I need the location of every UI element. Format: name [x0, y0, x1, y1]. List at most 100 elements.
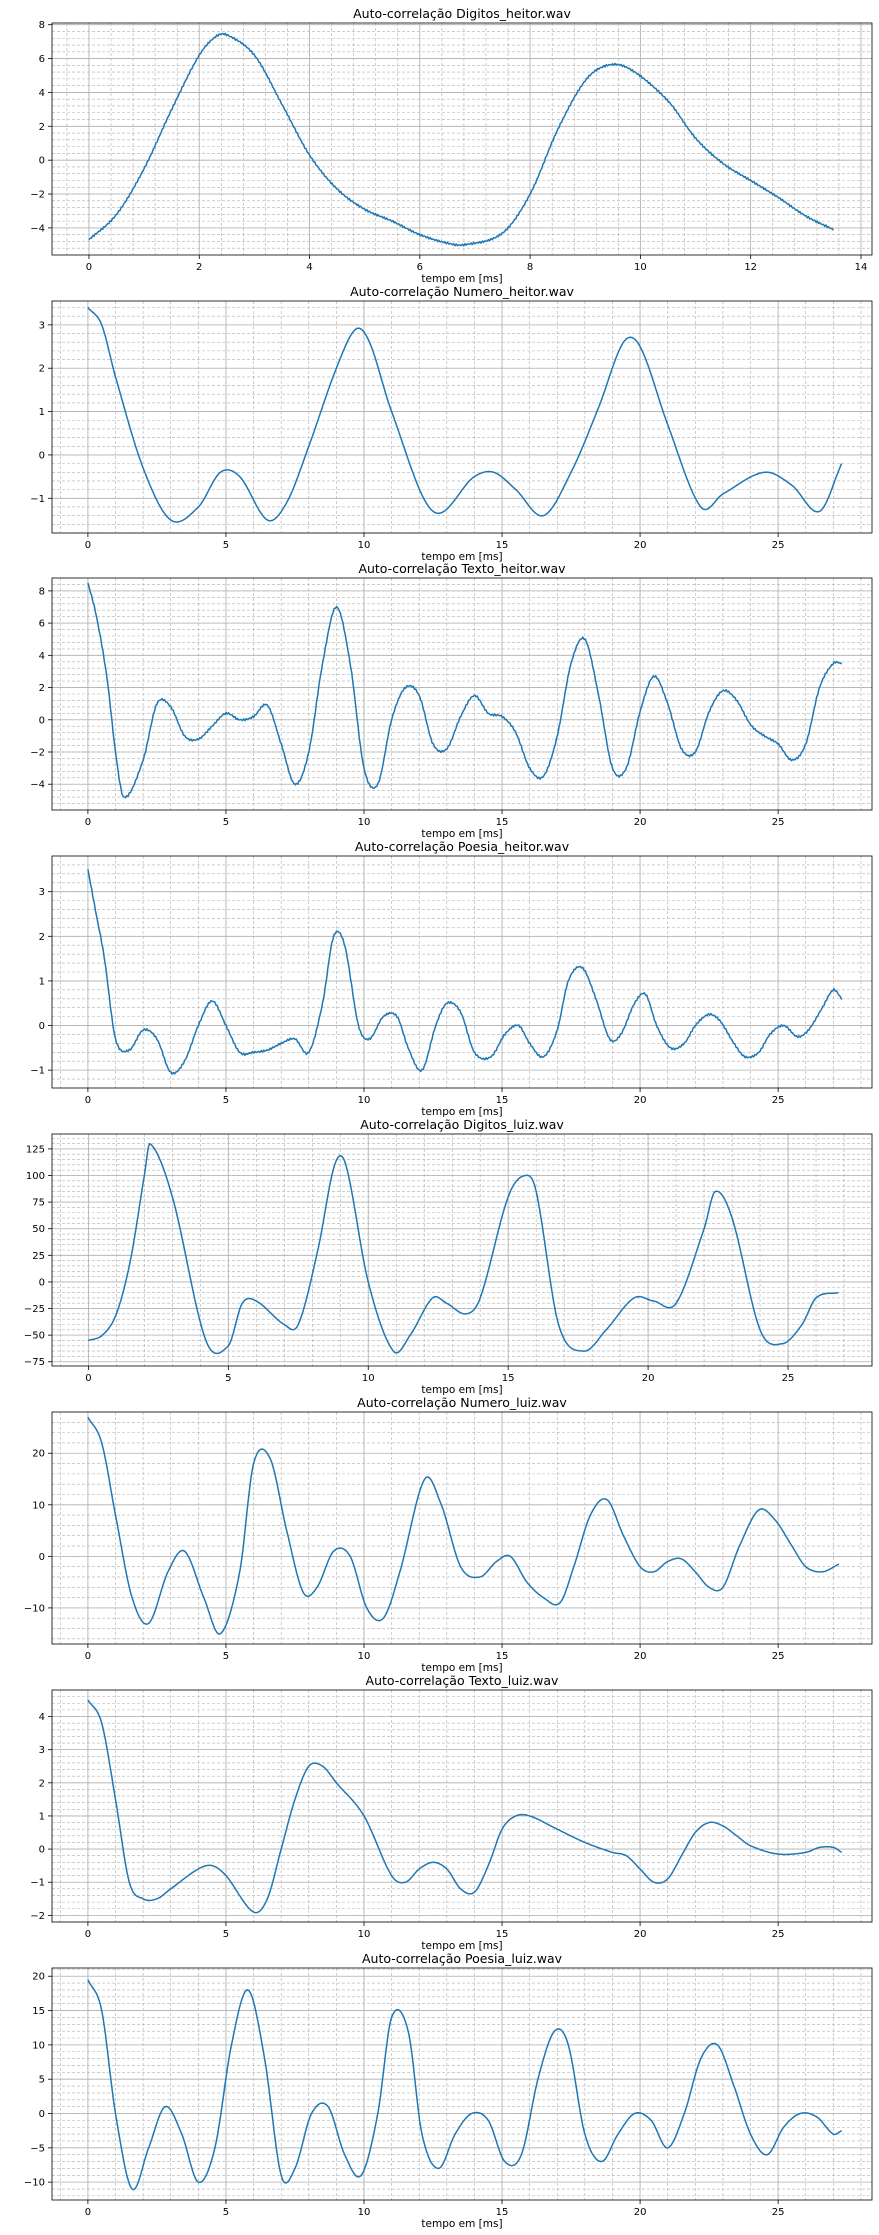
- chart-title: Auto-correlação Texto_heitor.wav: [358, 561, 566, 576]
- y-tick-label: 2: [39, 683, 45, 694]
- y-tick-label: 0: [39, 450, 45, 461]
- y-tick-label: −4: [30, 780, 45, 791]
- y-tick-label: 2: [39, 122, 45, 133]
- chart-panel: Auto-correlação Numero_luiz.wav 0 5 10 15 20 2…: [24, 1395, 873, 1674]
- autocorrelation-line: [87, 307, 843, 523]
- autocorrelation-line: [87, 869, 843, 1075]
- x-tick-label: 5: [223, 2207, 229, 2218]
- y-tick-label: 4: [39, 1712, 45, 1723]
- y-tick-label: −2: [30, 1911, 45, 1922]
- y-tick-label: −5: [30, 2143, 45, 2154]
- chart-title: Auto-correlação Digitos_heitor.wav: [353, 6, 571, 21]
- x-tick-label: 6: [417, 262, 423, 273]
- x-tick-label: 25: [772, 817, 785, 828]
- plot-frame: [51, 22, 873, 256]
- y-tick-label: 1: [39, 1811, 45, 1822]
- y-tick-label: 0: [39, 1021, 45, 1032]
- y-tick-label: 6: [39, 54, 45, 65]
- x-tick-label: 12: [744, 262, 757, 273]
- x-tick-label: 25: [772, 540, 785, 551]
- y-tick-label: 50: [32, 1224, 45, 1235]
- x-tick-label: 10: [358, 540, 371, 551]
- y-tick-label: 8: [39, 20, 45, 31]
- x-tick-label: 15: [496, 2207, 509, 2218]
- x-tick-label: 20: [634, 1651, 647, 1662]
- x-tick-label: 25: [772, 2207, 785, 2218]
- chart-panel: Auto-correlação Digitos_heitor.wav 0 2 4 6 8 1…: [30, 6, 873, 285]
- x-tick-label: 15: [496, 1651, 509, 1662]
- x-axis-label: tempo em [ms]: [421, 1384, 502, 1396]
- x-tick-label: 10: [358, 2207, 371, 2218]
- x-tick-label: 14: [855, 262, 868, 273]
- y-tick-label: 1: [39, 976, 45, 987]
- y-tick-label: −10: [24, 2178, 45, 2189]
- x-tick-label: 0: [85, 1373, 91, 1384]
- x-axis-label: tempo em [ms]: [421, 1106, 502, 1118]
- x-tick-label: 0: [85, 1929, 91, 1940]
- y-tick-label: 10: [32, 1500, 45, 1511]
- plot-frame: [51, 577, 873, 811]
- x-tick-label: 5: [223, 817, 229, 828]
- x-tick-label: 10: [362, 1373, 375, 1384]
- x-tick-label: 0: [85, 2207, 91, 2218]
- plot-frame: [51, 1133, 873, 1367]
- x-tick-label: 2: [196, 262, 202, 273]
- plot-frame: [51, 1967, 873, 2201]
- y-tick-label: 10: [32, 2040, 45, 2051]
- y-tick-label: 4: [39, 88, 45, 99]
- x-tick-label: 20: [634, 1095, 647, 1106]
- y-tick-label: −25: [24, 1304, 45, 1315]
- y-tick-label: 3: [39, 320, 45, 331]
- x-tick-label: 0: [86, 262, 92, 273]
- x-tick-label: 0: [85, 1651, 91, 1662]
- y-tick-label: 2: [39, 932, 45, 943]
- x-tick-label: 5: [223, 1095, 229, 1106]
- x-axis-label: tempo em [ms]: [421, 1940, 502, 1952]
- chart-title: Auto-correlação Numero_luiz.wav: [357, 1395, 567, 1410]
- x-tick-label: 10: [634, 262, 647, 273]
- x-tick-label: 0: [85, 817, 91, 828]
- y-tick-label: 100: [26, 1171, 45, 1182]
- x-axis-label: tempo em [ms]: [421, 2218, 502, 2230]
- x-tick-label: 5: [223, 1929, 229, 1940]
- x-tick-label: 20: [634, 540, 647, 551]
- x-tick-label: 15: [496, 1095, 509, 1106]
- autocorrelation-line: [88, 32, 835, 247]
- x-tick-label: 5: [225, 1373, 231, 1384]
- y-tick-label: −2: [30, 190, 45, 201]
- x-tick-label: 25: [772, 1095, 785, 1106]
- plot-frame: [51, 855, 873, 1089]
- chart-panel: Auto-correlação Digitos_luiz.wav 0 5 10 15 20…: [24, 1117, 873, 1396]
- x-tick-label: 25: [772, 1929, 785, 1940]
- y-tick-label: 0: [39, 715, 45, 726]
- x-axis-label: tempo em [ms]: [421, 273, 502, 285]
- plot-frame: [51, 1411, 873, 1645]
- x-axis-label: tempo em [ms]: [421, 1662, 502, 1674]
- x-tick-label: 4: [306, 262, 312, 273]
- autocorrelation-line: [87, 1699, 843, 1914]
- plot-frame: [51, 300, 873, 534]
- y-tick-label: 0: [39, 1277, 45, 1288]
- x-tick-label: 15: [496, 1929, 509, 1940]
- x-tick-label: 25: [782, 1373, 795, 1384]
- y-tick-label: 5: [39, 2075, 45, 2086]
- chart-title: Auto-correlação Digitos_luiz.wav: [360, 1117, 564, 1132]
- y-tick-label: 1: [39, 407, 45, 418]
- plot-frame: [51, 1689, 873, 1923]
- y-tick-label: 0: [39, 1552, 45, 1563]
- x-tick-label: 15: [496, 817, 509, 828]
- y-tick-label: 0: [39, 1845, 45, 1856]
- x-tick-label: 10: [358, 1651, 371, 1662]
- x-tick-label: 20: [642, 1373, 655, 1384]
- y-tick-label: 20: [32, 1449, 45, 1460]
- x-tick-label: 0: [85, 1095, 91, 1106]
- y-tick-label: 2: [39, 364, 45, 375]
- autocorrelation-line: [87, 582, 843, 799]
- x-tick-label: 15: [502, 1373, 515, 1384]
- y-tick-label: 4: [39, 651, 45, 662]
- y-tick-label: 6: [39, 619, 45, 630]
